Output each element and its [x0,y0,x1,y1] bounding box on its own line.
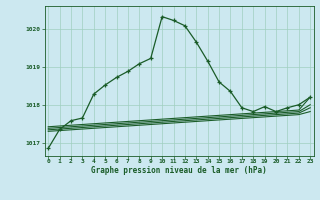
X-axis label: Graphe pression niveau de la mer (hPa): Graphe pression niveau de la mer (hPa) [91,166,267,175]
